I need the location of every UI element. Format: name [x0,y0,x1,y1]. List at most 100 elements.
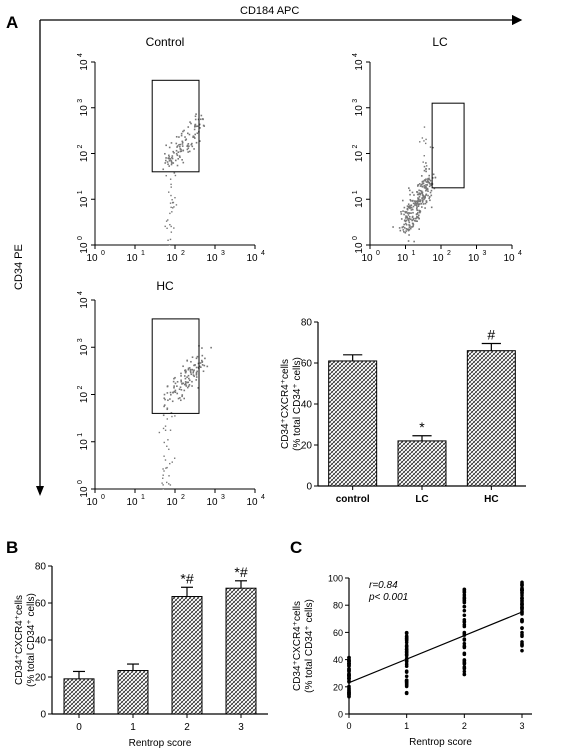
flow-dot [426,184,429,186]
flow-dot [421,183,424,185]
flow-dot [173,385,175,387]
flow-dot [167,163,169,166]
flow-dot [419,189,422,192]
flow-dot [418,189,420,192]
flow-dot [174,389,177,392]
flow-dot [175,204,178,206]
flow-ytick-label-control-3: 10 [79,105,90,117]
scatter-point [347,694,351,699]
flow-dot [196,132,199,135]
panel-a-label: A [6,13,18,32]
flow-dot [403,230,405,233]
flow-dot [187,126,190,128]
flow-dot [173,457,176,459]
flow-dot [421,206,423,208]
flow-dot [412,205,415,208]
flow-dot [407,229,410,232]
flow-dot [415,220,417,222]
flow-dot [176,164,179,167]
scatter-xtick-label: 2 [462,721,467,731]
flow-dot [187,385,190,388]
flow-dot [408,187,410,189]
flow-dot [168,165,171,167]
flow-dot [168,157,170,160]
flow-dot [164,425,167,427]
flow-xtick-label-hc-0: 10 [86,497,98,508]
flow-ytick-label-control-0: 10 [79,242,90,254]
flow-dot [179,386,182,389]
flow-xtick-exp-lc-3: 3 [483,250,487,257]
flow-dot [415,204,418,207]
flow-dot [185,370,187,372]
flow-dot [429,199,431,202]
flow-xtick-label-hc-2: 10 [166,497,178,508]
flow-dot [162,484,164,486]
flow-dot [195,376,198,378]
flow-dot [184,383,187,386]
scatter-ylabel: CD34⁺CXCR4⁺cells (% total CD34⁺ cells) [292,599,315,693]
flow-dot [408,234,410,236]
bar-b-bar-1 [117,670,149,715]
scatter-point [462,660,467,665]
flow-dot [425,178,427,181]
flow-dot [420,202,423,205]
bar-a-ytick-label: 80 [301,318,313,329]
flow-dot [163,441,165,444]
flow-dot [422,203,425,205]
flow-dot [162,477,164,479]
flow-dot [405,228,408,230]
scatter-point [347,663,351,668]
flow-ytick-label-lc-4: 10 [354,59,365,71]
flow-dot [170,162,173,164]
flow-title-control: Control [146,35,185,49]
flow-dot [164,162,167,164]
flow-dot [187,142,190,145]
flow-dot [162,474,164,476]
flow-dot [191,356,194,359]
flow-dot [195,366,198,369]
flow-dot [409,227,412,230]
flow-dot [168,448,170,451]
flow-dot [405,211,407,214]
flow-dot [166,407,169,410]
flow-dot [421,191,424,194]
bar-b-ytick-label: 0 [40,710,46,721]
flow-dot [178,388,181,391]
flow-dot [183,129,185,132]
flow-ytick-label-lc-2: 10 [354,151,365,163]
flow-dot [179,156,181,159]
flow-dot [405,215,407,217]
flow-dot [167,157,170,160]
bar-a-ylabel-line1: CD34⁺CXCR4⁺cells [280,359,291,449]
flow-dot [169,462,171,465]
flow-dot [189,368,192,371]
flow-dot [407,214,410,216]
flow-dot [418,228,421,230]
flow-dot [164,398,166,401]
flow-dot [428,185,431,188]
flow-dot [176,146,178,148]
flow-dot [412,223,415,226]
flow-xtick-label-hc-1: 10 [126,497,138,508]
flow-dot [417,184,419,186]
flow-dot [182,130,184,133]
flow-dot [400,213,403,215]
flow-xtick-label-control-2: 10 [166,253,178,264]
scatter-point [520,626,524,630]
flow-dot [193,364,196,367]
flow-dot [166,161,169,163]
flow-dot [192,374,195,376]
flow-dot [402,229,405,231]
flow-dot [418,203,421,205]
flow-dot [408,217,411,220]
flow-dot [169,398,171,400]
flow-dot [414,201,417,204]
flow-dot [410,206,413,209]
flow-dot [418,183,421,185]
flow-dot [171,461,173,463]
flow-dot [200,118,202,121]
flow-dot [401,226,404,229]
flow-dot [181,145,184,147]
flow-dot [202,124,205,127]
